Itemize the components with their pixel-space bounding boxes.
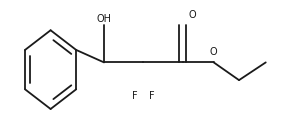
Text: O: O [189, 10, 197, 20]
Text: F: F [149, 91, 155, 101]
Text: O: O [210, 46, 218, 57]
Text: OH: OH [97, 14, 112, 24]
Text: F: F [132, 91, 138, 101]
